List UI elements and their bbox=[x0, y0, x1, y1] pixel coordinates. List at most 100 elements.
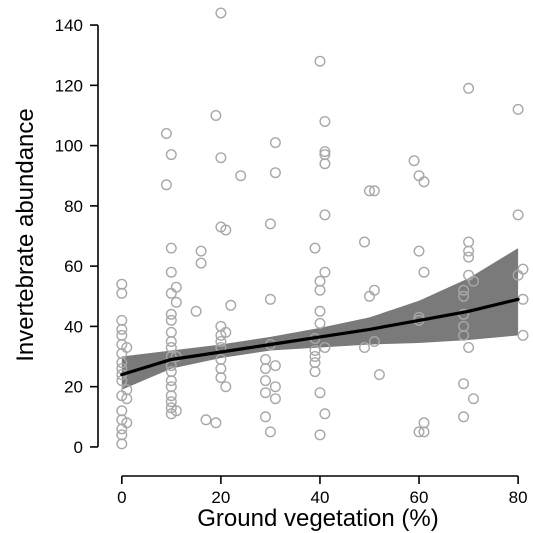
data-point bbox=[458, 290, 470, 302]
data-point bbox=[260, 375, 272, 387]
data-point bbox=[220, 326, 232, 338]
data-point bbox=[160, 179, 172, 191]
data-point bbox=[165, 242, 177, 254]
y-tick-label: 60 bbox=[64, 257, 83, 276]
data-point bbox=[373, 369, 385, 381]
data-point bbox=[314, 387, 326, 399]
data-point bbox=[314, 317, 326, 329]
data-point bbox=[165, 375, 177, 387]
data-point bbox=[215, 7, 227, 19]
fit-line-layer bbox=[120, 297, 520, 377]
data-point bbox=[368, 185, 380, 197]
data-point bbox=[121, 384, 133, 396]
data-point bbox=[215, 152, 227, 164]
data-point bbox=[165, 308, 177, 320]
data-point bbox=[418, 426, 430, 438]
data-point bbox=[463, 342, 475, 354]
fit-line bbox=[120, 297, 520, 377]
data-point bbox=[319, 342, 331, 354]
data-point bbox=[165, 381, 177, 393]
data-point bbox=[463, 236, 475, 248]
data-point bbox=[468, 393, 480, 405]
data-point bbox=[517, 329, 529, 341]
data-point bbox=[468, 275, 480, 287]
data-point bbox=[210, 417, 222, 429]
data-point bbox=[309, 351, 321, 363]
data-point bbox=[195, 245, 207, 257]
y-axis-title: Invertebrate abundance bbox=[12, 108, 39, 362]
data-point bbox=[418, 266, 430, 278]
data-point bbox=[170, 296, 182, 308]
data-point bbox=[215, 363, 227, 375]
data-point bbox=[116, 329, 128, 341]
x-axis-title: Ground vegetation (%) bbox=[197, 505, 438, 532]
data-point bbox=[116, 287, 128, 299]
data-point bbox=[309, 345, 321, 357]
data-point bbox=[165, 326, 177, 338]
x-tick-label: 20 bbox=[211, 488, 230, 507]
data-point bbox=[413, 426, 425, 438]
data-point bbox=[319, 266, 331, 278]
data-point bbox=[269, 167, 281, 179]
y-tick-label: 0 bbox=[74, 438, 83, 457]
data-point bbox=[413, 311, 425, 323]
data-point bbox=[264, 218, 276, 230]
data-point bbox=[225, 299, 237, 311]
data-point bbox=[165, 390, 177, 402]
data-point bbox=[215, 336, 227, 348]
data-point bbox=[220, 224, 232, 236]
data-point bbox=[314, 305, 326, 317]
data-point bbox=[368, 284, 380, 296]
data-point bbox=[220, 381, 232, 393]
data-point bbox=[215, 372, 227, 384]
data-point bbox=[165, 366, 177, 378]
y-tick-label: 140 bbox=[55, 16, 83, 35]
data-point bbox=[359, 342, 371, 354]
data-point bbox=[309, 357, 321, 369]
data-point bbox=[413, 245, 425, 257]
data-point bbox=[116, 438, 128, 450]
data-point bbox=[264, 426, 276, 438]
x-tick-label: 80 bbox=[509, 488, 528, 507]
data-point bbox=[170, 281, 182, 293]
data-point bbox=[418, 417, 430, 429]
data-point bbox=[260, 354, 272, 366]
data-point bbox=[165, 149, 177, 161]
data-point bbox=[116, 429, 128, 441]
data-point bbox=[314, 429, 326, 441]
data-point bbox=[200, 414, 212, 426]
data-point bbox=[165, 287, 177, 299]
data-point bbox=[418, 176, 430, 188]
data-point bbox=[458, 320, 470, 332]
y-tick-label: 80 bbox=[64, 197, 83, 216]
data-point bbox=[314, 55, 326, 67]
data-point bbox=[314, 284, 326, 296]
data-point bbox=[269, 137, 281, 149]
y-tick-label: 20 bbox=[64, 378, 83, 397]
data-point bbox=[309, 366, 321, 378]
data-point bbox=[190, 305, 202, 317]
y-tick-label: 100 bbox=[55, 137, 83, 156]
data-point bbox=[165, 314, 177, 326]
data-point bbox=[260, 387, 272, 399]
data-point bbox=[368, 336, 380, 348]
data-point bbox=[517, 263, 529, 275]
data-point bbox=[314, 275, 326, 287]
data-point bbox=[215, 320, 227, 332]
data-point bbox=[269, 393, 281, 405]
data-point bbox=[121, 342, 133, 354]
data-point bbox=[260, 411, 272, 423]
data-point bbox=[408, 155, 420, 167]
data-point bbox=[210, 109, 222, 121]
data-point bbox=[260, 363, 272, 375]
data-point bbox=[309, 242, 321, 254]
data-point bbox=[160, 127, 172, 139]
data-point bbox=[458, 378, 470, 390]
data-point bbox=[364, 185, 376, 197]
data-point bbox=[195, 257, 207, 269]
data-point bbox=[165, 396, 177, 408]
data-point bbox=[319, 149, 331, 161]
data-point bbox=[116, 323, 128, 335]
y-tick-label: 120 bbox=[55, 76, 83, 95]
data-point bbox=[458, 284, 470, 296]
